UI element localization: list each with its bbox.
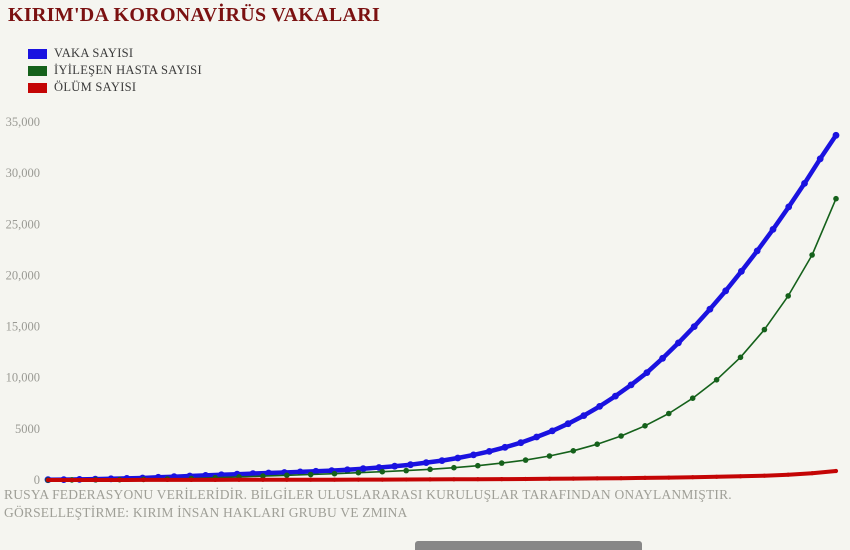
source-note: RUSYA FEDERASYONU VERİLERİDİR. BİLGİLER … [4,486,844,522]
legend-swatch [28,48,47,59]
series-markers-1 [45,195,839,483]
y-tick-label: 20,000 [6,268,40,282]
chart-title: KIRIM'DA KORONAVİRÜS VAKALARI [8,4,381,26]
legend-label: VAKA SAYISI [54,46,134,60]
legend: VAKA SAYISI İYİLEŞEN HASTA SAYISI ÖLÜM S… [28,45,202,96]
series-markers-0 [44,131,840,484]
series-line-0 [47,134,838,482]
legend-swatch [28,82,47,93]
series-line-1 [47,198,837,481]
series-line-2 [48,469,837,482]
y-tick-label: 35,000 [6,115,40,129]
footer-line1: RUSYA FEDERASYONU VERİLERİDİR. BİLGİLER … [4,487,732,502]
legend-label: İYİLEŞEN HASTA SAYISI [54,63,202,77]
y-tick-label: 25,000 [6,217,40,231]
series-markers-2 [45,468,839,483]
legend-item: VAKA SAYISI [28,45,202,62]
y-tick-label: 15,000 [6,320,40,334]
y-tick-label: 10,000 [6,371,40,385]
legend-swatch [28,65,47,76]
y-tick-label: 0 [34,473,40,487]
bottom-scrollbar[interactable] [415,541,642,550]
y-tick-label: 5000 [15,422,40,436]
footer-line2: GÖRSELLEŞTİRME: KIRIM İNSAN HAKLARI GRUB… [4,504,408,520]
legend-item: İYİLEŞEN HASTA SAYISI [28,62,202,79]
legend-label: ÖLÜM SAYISI [54,80,137,94]
legend-item: ÖLÜM SAYISI [28,79,202,96]
y-tick-label: 30,000 [6,166,40,180]
